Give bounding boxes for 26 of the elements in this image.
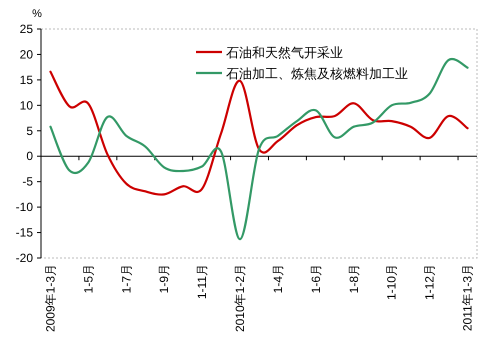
x-tick-label: 1-4月 [270, 264, 285, 294]
y-tick-label: 0 [26, 149, 34, 164]
x-tick-label: 2009年1-3月 [43, 264, 58, 332]
y-tick-label: -15 [16, 226, 34, 240]
line-series [49, 58, 469, 240]
x-tick-label: 2010年1-2月 [233, 264, 248, 332]
y-tick-label: 10 [20, 98, 34, 112]
y-tick-label: -20 [16, 251, 34, 265]
x-tick-label: 1-6月 [308, 264, 323, 294]
x-tick-label: 1-9月 [157, 264, 172, 294]
y-axis-title: % [32, 8, 42, 20]
legend-label: 石油加工、炼焦及核燃料加工业 [226, 66, 408, 81]
x-tick-label: 1-7月 [119, 264, 134, 294]
x-tick-label: 1-10月 [384, 264, 399, 300]
y-tick-label: 20 [20, 47, 34, 62]
x-tick-label: 1-5月 [81, 264, 96, 294]
x-tick-label: 2011年1-3月 [460, 264, 475, 332]
legend-label: 石油和天然气开采业 [226, 45, 343, 60]
y-tick-label: 15 [20, 72, 34, 87]
y-tick-label: 25 [20, 22, 34, 36]
y-tick-label: -5 [22, 174, 34, 189]
x-tick-label: 1-12月 [422, 264, 437, 300]
x-tick-label: 1-11月 [195, 264, 210, 300]
x-tick-label: 1-8月 [346, 264, 361, 294]
y-tick-label: -10 [16, 200, 34, 214]
y-tick-label: 5 [26, 124, 34, 138]
